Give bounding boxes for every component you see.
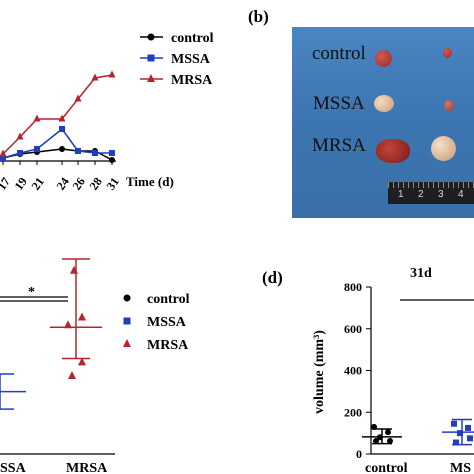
marker-control bbox=[109, 157, 115, 163]
marker-mssa bbox=[109, 150, 115, 156]
legend-label: MSSA bbox=[147, 315, 187, 330]
data-point-mssa bbox=[457, 430, 463, 437]
error-bars bbox=[0, 258, 102, 410]
marker-mrsa bbox=[16, 132, 24, 140]
tumor-mssa-left bbox=[374, 95, 394, 112]
x-tick-label: 26 bbox=[70, 175, 88, 193]
y-tick-label: 600 bbox=[344, 322, 362, 336]
data-point-control bbox=[387, 438, 393, 445]
category-label-control: control bbox=[365, 461, 408, 474]
x-tick-label: 31 bbox=[104, 175, 122, 193]
data-point-control bbox=[371, 423, 377, 430]
series-lines bbox=[2, 74, 113, 161]
marker-mssa bbox=[59, 126, 65, 132]
data-point-mssa bbox=[451, 420, 457, 427]
category-label-mssa: MS bbox=[450, 461, 471, 474]
legend-label: control bbox=[147, 292, 190, 307]
marker-control bbox=[59, 146, 65, 152]
series-markers bbox=[0, 70, 116, 163]
marker-mrsa bbox=[91, 73, 99, 81]
legend: control MSSA MRSA bbox=[140, 31, 214, 88]
y-tick-label: 800 bbox=[344, 280, 362, 294]
marker-mrsa bbox=[58, 114, 66, 122]
data-point-mrsa bbox=[68, 371, 76, 379]
ruler: 1 2 3 4 bbox=[388, 182, 474, 204]
data-points bbox=[371, 420, 473, 446]
y-tick-label: 0 bbox=[356, 447, 362, 461]
ruler-ticks bbox=[388, 182, 474, 188]
data-point-mrsa bbox=[78, 357, 86, 366]
marker-mssa bbox=[92, 150, 98, 156]
x-axis-label: Time (d) bbox=[126, 174, 174, 189]
category-label-mrsa: MRSA bbox=[66, 461, 108, 474]
legend-marker bbox=[147, 74, 155, 82]
legend-marker bbox=[123, 339, 131, 347]
legend-marker bbox=[123, 294, 131, 302]
marker-mssa bbox=[75, 148, 81, 154]
x-tick-label: 19 bbox=[12, 175, 30, 193]
photo-label-mrsa: MRSA bbox=[312, 135, 366, 156]
ruler-mark: 3 bbox=[438, 189, 444, 200]
marker-mrsa bbox=[0, 149, 7, 157]
data-points bbox=[64, 265, 86, 379]
x-tick-label: 21 bbox=[29, 175, 47, 193]
x-tick-label: 17 bbox=[0, 175, 13, 193]
tumor-control-left bbox=[375, 50, 392, 67]
chart-title: 31d bbox=[410, 266, 432, 281]
ruler-mark: 4 bbox=[458, 189, 464, 200]
y-tick-label: 400 bbox=[344, 364, 362, 378]
tumor-mrsa-left bbox=[376, 139, 410, 163]
marker-mssa bbox=[34, 146, 40, 152]
legend-label: MRSA bbox=[147, 338, 189, 353]
data-point-mssa bbox=[467, 435, 473, 442]
tumor-mssa-right bbox=[444, 100, 454, 111]
data-point-mrsa bbox=[64, 320, 72, 329]
marker-mrsa bbox=[108, 70, 116, 78]
tumor-control-right bbox=[443, 48, 452, 58]
data-point-control bbox=[373, 438, 379, 445]
legend-label: MRSA bbox=[171, 73, 213, 88]
category-label-mssa: SSA bbox=[0, 461, 27, 474]
legend-marker bbox=[147, 33, 155, 41]
marker-mrsa bbox=[33, 114, 41, 122]
tumor-mrsa-right bbox=[431, 136, 456, 161]
legend-marker bbox=[147, 54, 155, 62]
data-point-mrsa bbox=[70, 265, 78, 274]
panel-c-scatter: * SSA MRSA control MSSA MRSA bbox=[0, 258, 190, 474]
y-axis-ticks: 0 200 400 600 800 bbox=[344, 280, 371, 461]
significance-star: * bbox=[28, 285, 35, 300]
legend-label: control bbox=[171, 31, 214, 46]
y-tick-label: 200 bbox=[344, 405, 362, 419]
legend-marker bbox=[123, 317, 131, 325]
data-point-mssa bbox=[465, 424, 471, 431]
data-point-control bbox=[377, 434, 383, 441]
legend: control MSSA MRSA bbox=[123, 292, 190, 353]
tumor-photo: control MSSA MRSA 1 2 3 4 bbox=[292, 27, 474, 218]
data-point-mssa bbox=[453, 439, 459, 446]
marker-mrsa bbox=[74, 94, 82, 102]
photo-label-mssa: MSSA bbox=[313, 93, 365, 114]
ruler-mark: 1 bbox=[398, 189, 404, 200]
panel-d-scatter: (d) 31d 0 200 400 600 800 volume (mm³) contr… bbox=[262, 266, 474, 474]
data-point-control bbox=[385, 429, 391, 436]
ruler-mark: 2 bbox=[418, 189, 424, 200]
legend-label: MSSA bbox=[171, 52, 211, 67]
marker-mssa bbox=[0, 155, 6, 161]
y-axis-label: volume (mm³) bbox=[312, 330, 327, 414]
panel-label-d: (d) bbox=[262, 268, 283, 287]
panel-label-b: (b) bbox=[248, 7, 269, 26]
x-tick-label: 28 bbox=[87, 175, 105, 193]
line-mrsa bbox=[2, 74, 113, 155]
photo-label-control: control bbox=[312, 43, 366, 64]
data-point-mrsa bbox=[78, 312, 86, 321]
marker-mssa bbox=[17, 150, 23, 156]
